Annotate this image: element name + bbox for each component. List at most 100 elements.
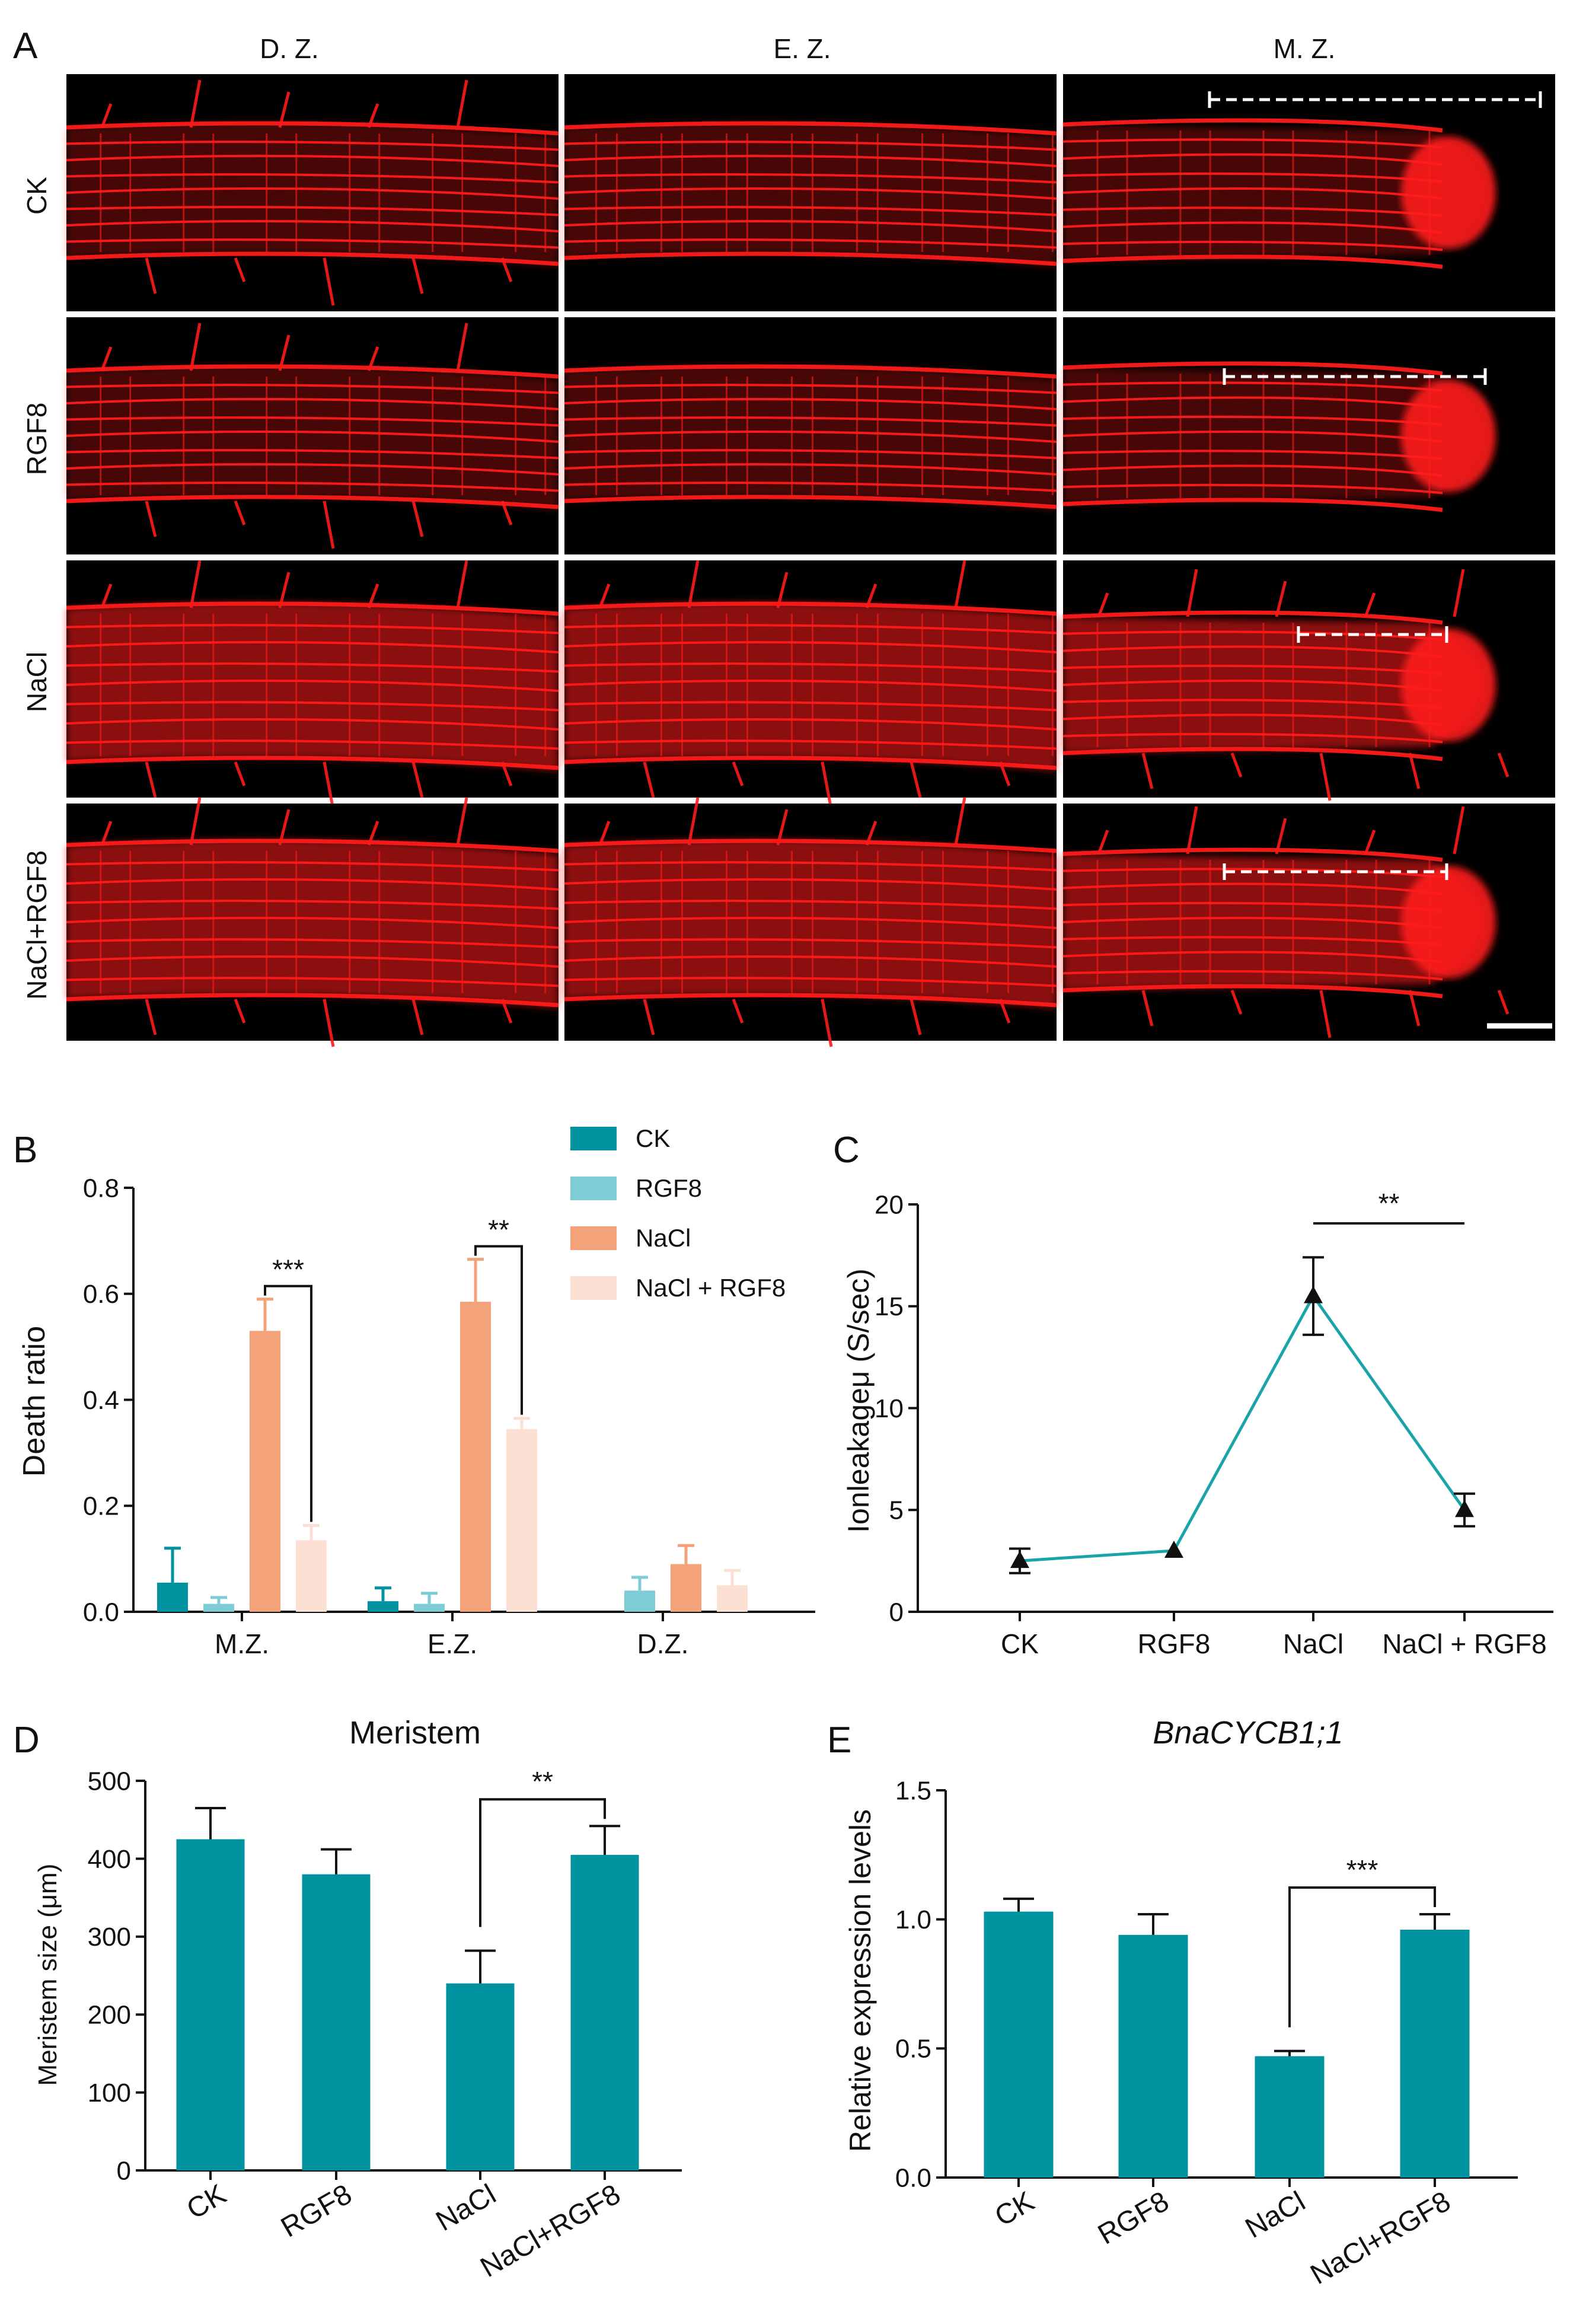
cell-file-line (66, 121, 559, 136)
cell-file-line (564, 662, 1057, 673)
cell-file-line (564, 416, 1057, 427)
cell-file-line (564, 187, 1057, 200)
cell-file-line (66, 701, 559, 712)
legend-label: RGF8 (636, 1174, 702, 1202)
row-label-nacl-rgf8: NaCl+RGF8 (21, 850, 52, 1000)
significance-label: ** (488, 1214, 509, 1245)
cell-file-line (1062, 610, 1443, 625)
column-label-mz: M. Z. (1274, 33, 1336, 64)
significance-bracket (479, 1798, 606, 1927)
cell-file-line (564, 238, 1057, 249)
y-tick-label: 500 (88, 1767, 131, 1796)
cell-file-line (66, 718, 559, 731)
cell-file-line (564, 900, 1057, 910)
cell-file-line (564, 718, 1057, 731)
cell-file-line (1062, 153, 1443, 166)
bar (250, 1331, 280, 1612)
bar (446, 1983, 515, 2170)
root-hair (1230, 990, 1243, 1015)
bar (414, 1603, 445, 1612)
cell-file-line (1062, 138, 1443, 149)
cell-file-line (1062, 498, 1443, 512)
root-hair (500, 257, 513, 282)
root-hair (323, 257, 335, 306)
micrograph-tile (564, 74, 1057, 311)
cell-file-line (66, 463, 559, 476)
cell-file-line (564, 878, 1057, 891)
root-hair (776, 572, 789, 608)
root-hair (234, 761, 246, 786)
cell-file-line (66, 449, 559, 460)
cell-file-line (564, 755, 1057, 770)
chart-d: D Meristem Meristem size (μm) 0 100 200 300… (13, 1715, 682, 2284)
cell-file-line (66, 839, 559, 853)
cell-file-line (66, 173, 559, 184)
root-hair (323, 999, 335, 1047)
cell-file-line (66, 601, 559, 616)
bar (302, 1874, 371, 2170)
root-hair (1141, 990, 1154, 1026)
y-tick-label: 1.0 (895, 1905, 931, 1934)
root-hair (145, 999, 157, 1035)
root-hair (910, 999, 922, 1035)
x-tick-label: E.Z. (427, 1628, 477, 1659)
root-hair (145, 257, 157, 294)
cell-file-line (66, 187, 559, 200)
x-tick-label: NaCl + RGF8 (1382, 1628, 1546, 1659)
root-hair (732, 761, 744, 786)
y-tick-label: 0.8 (83, 1174, 119, 1203)
root-hair (367, 103, 379, 128)
cell-file-line (1062, 970, 1443, 981)
x-tick-label: CK (990, 2186, 1039, 2233)
root-hair (411, 999, 424, 1035)
legend-label: NaCl + RGF8 (636, 1274, 786, 1302)
root-hair (1453, 806, 1465, 855)
root-glow (564, 839, 1057, 1008)
cell-file-line (564, 839, 1057, 853)
root-hair (998, 999, 1011, 1024)
x-tick-label: CK (1001, 1628, 1039, 1659)
cell-file-line (1062, 361, 1443, 376)
root-hair (687, 560, 700, 608)
cell-file-line (564, 364, 1057, 379)
root-hair (500, 500, 513, 525)
cell-file-line (564, 141, 1057, 151)
y-tick-label: 100 (88, 2078, 131, 2108)
cell-file-line (564, 219, 1057, 232)
cell-file-line (1062, 221, 1443, 234)
x-tick-label: NaCl+RGF8 (1305, 2186, 1456, 2291)
panel-a-label: A (13, 25, 38, 66)
data-point (1164, 1540, 1183, 1558)
cell-file-line (1062, 381, 1443, 392)
root-hair (1319, 753, 1332, 801)
x-tick-label: NaCl+RGF8 (475, 2179, 626, 2284)
cell-file-line (564, 449, 1057, 460)
y-tick-label: 300 (88, 1923, 131, 1952)
cell-file-line (1062, 118, 1443, 133)
y-tick-label: 20 (875, 1190, 904, 1219)
cell-file-line (66, 384, 559, 394)
root-hair (687, 797, 700, 846)
cell-file-line (1062, 396, 1443, 409)
root-tip (1401, 380, 1496, 492)
root-hair (1141, 753, 1154, 789)
cell-file-line (564, 955, 1057, 968)
root-hair (1364, 592, 1376, 617)
chart-e-ylabel: Relative expression levels (844, 1809, 877, 2152)
bar (176, 1839, 245, 2170)
root-hair (411, 761, 424, 798)
chart-e: E BnaCYCB1;1 Relative expression levels … (827, 1715, 1518, 2291)
root-hair (1497, 990, 1510, 1015)
micrograph-grid (66, 74, 1555, 1047)
cell-file-line (66, 206, 559, 216)
meristem-length-marker (1223, 368, 1487, 385)
root-hair (643, 761, 655, 798)
bar (624, 1590, 655, 1612)
cell-file-line (564, 463, 1057, 476)
y-tick-label: 5 (889, 1496, 904, 1525)
root-glow (66, 839, 559, 1008)
data-point (1304, 1286, 1323, 1303)
x-tick-label: RGF8 (276, 2179, 357, 2244)
series-line (1019, 1293, 1466, 1563)
cell-file-line (1062, 868, 1443, 878)
